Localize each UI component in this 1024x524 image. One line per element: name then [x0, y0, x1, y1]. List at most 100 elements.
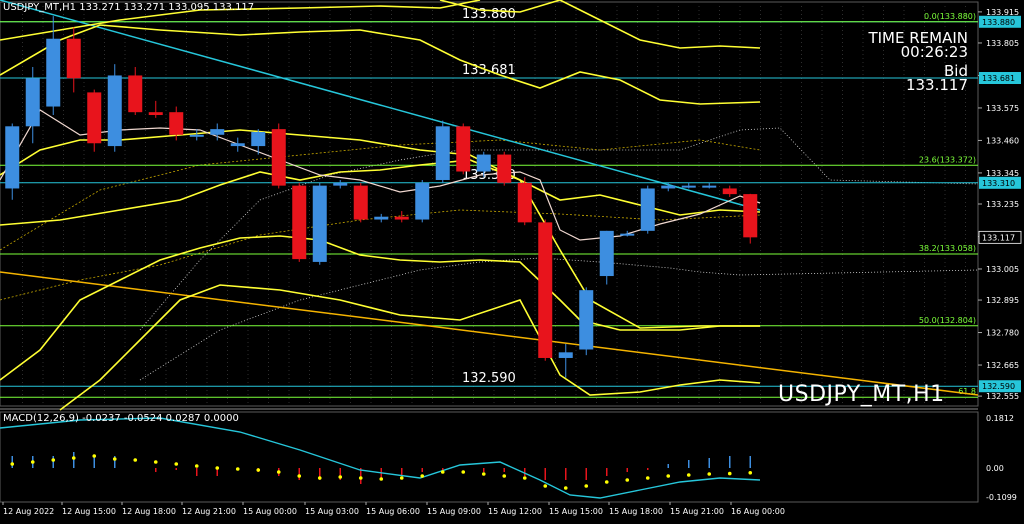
price-tick-label: 133.235	[986, 200, 1019, 209]
candle-body[interactable]	[722, 188, 737, 195]
candle-body[interactable]	[46, 38, 61, 107]
macd-dot	[174, 462, 179, 466]
candle-body[interactable]	[107, 75, 122, 147]
candle-body[interactable]	[25, 78, 40, 127]
time-tick-label: 15 Aug 18:00	[609, 507, 663, 516]
candle-body[interactable]	[599, 230, 614, 277]
macd-dot	[645, 476, 650, 480]
trend-line-orange	[0, 271, 979, 396]
macd-header: MACD(12,26,9) -0.0237 -0.0524 0.0287 0.0…	[3, 413, 239, 424]
time-tick-label: 12 Aug 18:00	[122, 507, 176, 516]
band-line-2	[0, 24, 761, 105]
time-remain-label: TIME REMAIN	[868, 29, 968, 47]
level-label: 133.880	[462, 7, 516, 22]
candle-body[interactable]	[374, 216, 389, 220]
price-flag-label: 133.310	[982, 179, 1015, 188]
macd-dot	[604, 480, 609, 484]
time-tick-label: 15 Aug 12:00	[488, 507, 542, 516]
candle-body[interactable]	[333, 182, 348, 186]
candle-body[interactable]	[312, 185, 327, 262]
macd-dot	[625, 478, 630, 482]
band-line-1	[439, 0, 761, 49]
candle-body[interactable]	[579, 290, 594, 350]
macd-dot	[420, 474, 425, 478]
candle-body[interactable]	[435, 126, 450, 180]
price-tick-label: 133.005	[986, 265, 1019, 274]
macd-dot	[358, 476, 363, 480]
candle-body[interactable]	[210, 129, 225, 135]
symbol-watermark: USDJPY_MT,H1	[778, 382, 945, 407]
time-tick-label: 16 Aug 00:00	[731, 507, 785, 516]
candle-body[interactable]	[620, 233, 635, 236]
macd-dot	[30, 460, 35, 464]
macd-dot	[379, 477, 384, 481]
macd-dot	[502, 474, 507, 478]
price-flag	[979, 176, 1021, 189]
time-tick-label: 15 Aug 03:00	[305, 507, 359, 516]
candle-body[interactable]	[353, 185, 368, 220]
price-flag	[979, 380, 1021, 393]
price-tick-label: 132.780	[986, 329, 1019, 338]
price-flag	[979, 15, 1021, 28]
candle-body[interactable]	[230, 143, 245, 147]
fib-label: 23.6(133.372)	[919, 155, 976, 164]
macd-dot	[51, 458, 56, 462]
candle-body[interactable]	[517, 182, 532, 223]
candle-body[interactable]	[394, 216, 409, 220]
macd-dot	[153, 460, 158, 464]
time-tick-label: 15 Aug 09:00	[427, 507, 481, 516]
candle-body[interactable]	[415, 182, 430, 220]
price-flag	[978, 230, 1022, 244]
band-line-4	[0, 159, 760, 329]
candle-body[interactable]	[497, 154, 512, 183]
macd-tick-label: -0.1099	[986, 493, 1017, 502]
bid-value: 133.117	[905, 76, 968, 94]
candle-body[interactable]	[558, 352, 573, 358]
macd-dot	[522, 476, 527, 480]
candle-body[interactable]	[66, 38, 81, 79]
macd-dot	[686, 473, 691, 477]
price-tick-label: 133.805	[986, 39, 1019, 48]
fib-label: 38.2(133.058)	[919, 244, 976, 253]
candle-body[interactable]	[743, 194, 758, 238]
candle-body[interactable]	[189, 134, 204, 137]
candle-body[interactable]	[251, 131, 266, 147]
candle-body[interactable]	[292, 185, 307, 260]
price-flag-label: 133.117	[982, 233, 1015, 242]
macd-dot	[133, 458, 138, 462]
candle-body[interactable]	[169, 112, 184, 135]
bid-label: Bid	[944, 62, 968, 80]
trend-line-cyan	[0, 0, 761, 211]
macd-dot	[584, 484, 589, 488]
candle-body[interactable]	[128, 75, 143, 113]
candle-body[interactable]	[702, 185, 717, 188]
candle-body[interactable]	[640, 188, 655, 231]
macd-dot	[276, 470, 281, 474]
candle-body[interactable]	[148, 112, 163, 116]
candle-body[interactable]	[476, 154, 491, 172]
level-label: 132.590	[462, 371, 516, 386]
cloud-span-a	[139, 127, 979, 331]
time-tick-label: 15 Aug 00:00	[243, 507, 297, 516]
price-tick-label: 132.555	[986, 392, 1019, 401]
macd-dot	[317, 476, 322, 480]
candle-body[interactable]	[271, 129, 286, 186]
time-tick-label: 15 Aug 21:00	[670, 507, 724, 516]
candle-body[interactable]	[538, 222, 553, 358]
candle-body[interactable]	[456, 126, 471, 172]
macd-dot	[194, 464, 199, 468]
macd-dot	[727, 471, 732, 476]
candle-body[interactable]	[87, 92, 102, 144]
candle-body[interactable]	[681, 185, 696, 188]
macd-dot	[10, 462, 15, 466]
price-flag-label: 133.880	[982, 18, 1015, 27]
price-tick-label: 133.460	[986, 136, 1019, 145]
candle-body[interactable]	[5, 126, 20, 189]
candle-body[interactable]	[661, 185, 676, 189]
macd-signal-line	[0, 417, 761, 499]
time-tick-label: 12 Aug 15:00	[62, 507, 116, 516]
macd-dot	[563, 486, 568, 490]
time-remain-value: 00:26:23	[900, 43, 968, 61]
macd-tick-label: 0.00	[986, 464, 1004, 473]
